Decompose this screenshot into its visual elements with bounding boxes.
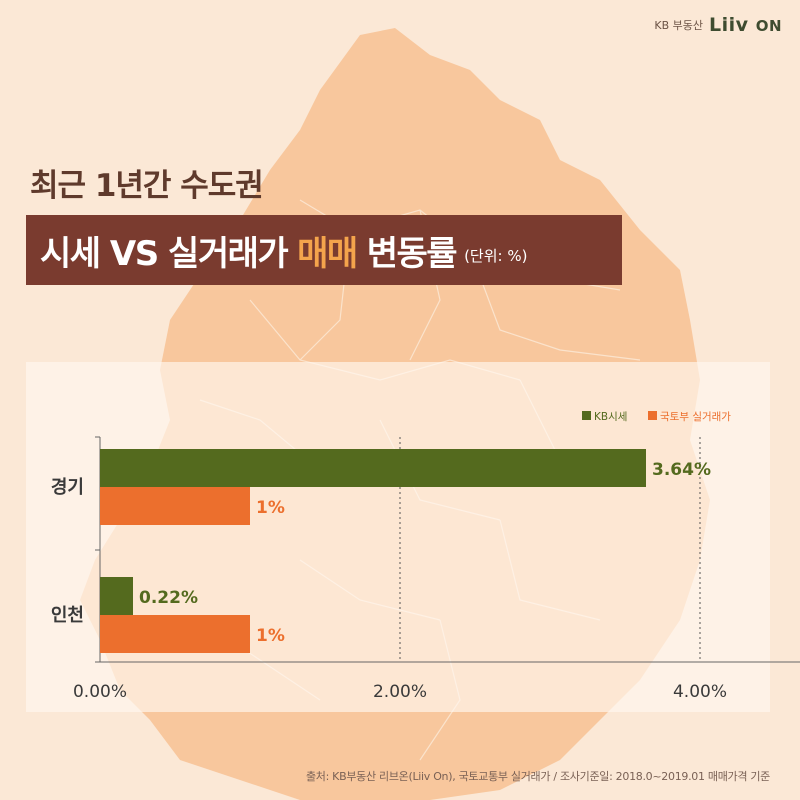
title-line1: 최근 1년간 수도권 (30, 168, 264, 204)
data-label-1-0: 1% (256, 498, 285, 518)
legend-swatch-1 (648, 411, 657, 420)
bar-1-1 (100, 615, 250, 653)
liiv-on-logo: Liiv ON (709, 14, 782, 36)
bar-0-1 (100, 577, 133, 615)
x-tick-label-1: 2.00% (373, 682, 427, 702)
legend-swatch-0 (582, 411, 591, 420)
x-tick-label-0: 0.00% (73, 682, 127, 702)
title-main: 시세 VS 실거래가 (40, 233, 289, 274)
bar-0-0 (100, 449, 646, 487)
logo-suffix: ON (755, 17, 782, 35)
category-label-0: 경기 (51, 477, 84, 498)
title-tail: 변동률 (366, 233, 458, 274)
bar-1-0 (100, 487, 250, 525)
x-tick-label-2: 4.00% (673, 682, 727, 702)
legend-label-0: KB시세 (594, 411, 627, 423)
category-label-1: 인천 (51, 605, 84, 626)
data-label-0-1: 0.22% (139, 588, 198, 608)
logo-text: Liiv (709, 14, 749, 36)
title-box: 시세 VS 실거래가 매매 변동률 (단위: %) (26, 215, 622, 285)
title-highlight: 매매 (297, 233, 358, 274)
chart-panel (26, 362, 770, 712)
source-note: 출처: KB부동산 리브온(Liiv On), 국토교통부 실거래가 / 조사기… (305, 770, 770, 783)
data-label-0-0: 3.64% (652, 460, 711, 480)
brand-company: KB 부동산 (654, 19, 704, 32)
legend-label-1: 국토부 실거래가 (660, 411, 731, 423)
title-unit: (단위: %) (464, 246, 528, 265)
brand-logo: KB 부동산 Liiv ON (654, 14, 782, 36)
data-label-1-1: 1% (256, 626, 285, 646)
